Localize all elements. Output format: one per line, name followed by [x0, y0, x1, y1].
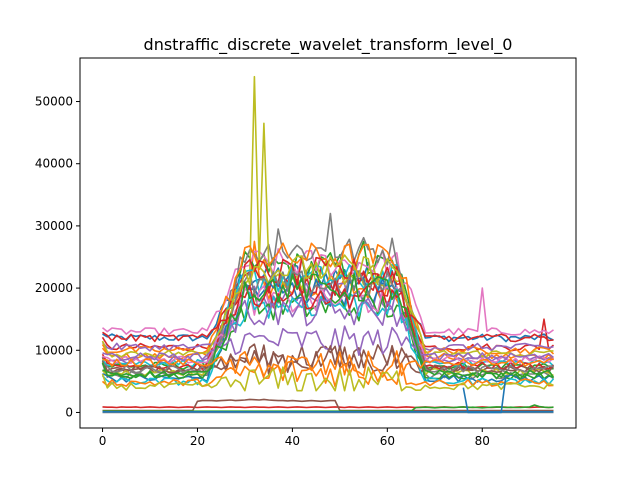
series-line [101, 366, 554, 392]
x-tick-label: 0 [99, 434, 107, 448]
y-tick-label: 50000 [35, 95, 73, 109]
dip-series-line [462, 374, 507, 414]
y-tick-label: 30000 [35, 219, 73, 233]
x-tick-label: 60 [380, 434, 395, 448]
chart-title: dnstraffic_discrete_wavelet_transform_le… [144, 35, 513, 55]
x-axis: 0 20 40 60 80 [99, 428, 490, 448]
series-line [101, 325, 554, 357]
series-line [101, 344, 555, 376]
series-line [101, 272, 555, 379]
series-line [102, 278, 554, 343]
series-line [101, 360, 554, 388]
x-tick-label: 40 [285, 434, 300, 448]
series-line [102, 297, 554, 362]
y-tick-label: 0 [65, 405, 73, 419]
x-tick-label: 80 [475, 434, 490, 448]
y-tick-label: 40000 [35, 157, 73, 171]
y-tick-label: 20000 [35, 281, 73, 295]
x-tick-label: 20 [190, 434, 205, 448]
plot-frame [79, 57, 577, 429]
y-tick-label: 10000 [35, 343, 73, 357]
series-layer [101, 75, 555, 414]
series-line [101, 254, 554, 358]
series-line [102, 350, 554, 380]
series-line [102, 291, 554, 380]
y-axis: 0 10000 20000 30000 40000 50000 [35, 95, 80, 419]
